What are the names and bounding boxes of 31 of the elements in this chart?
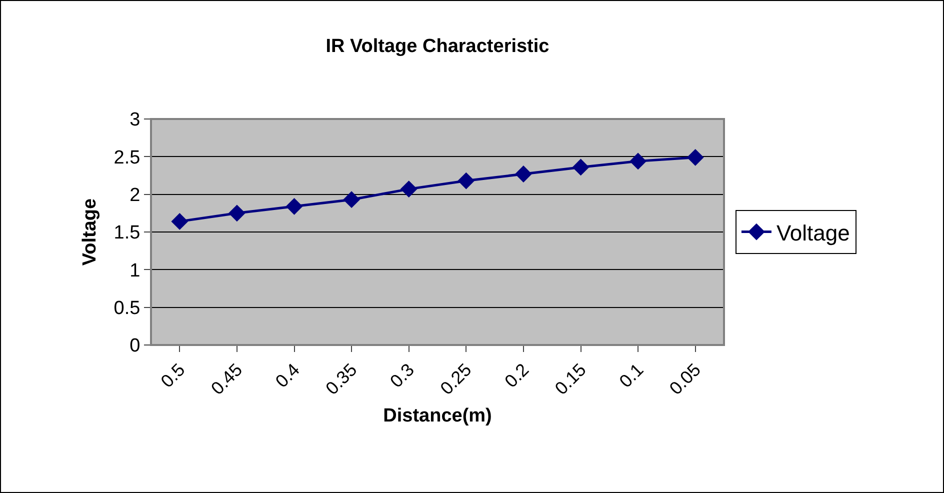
y-tick-label: 1: [130, 260, 140, 282]
x-tick-label: 0.3: [386, 360, 418, 392]
y-tick-label: 2.5: [114, 147, 140, 168]
y-tick-label: 0: [130, 336, 140, 357]
x-tick-label: 0.4: [272, 360, 304, 392]
chart-title: IR Voltage Characteristic: [326, 36, 550, 58]
point: [515, 166, 532, 182]
point: [286, 198, 303, 215]
x-tick-label: 0.15: [551, 360, 590, 399]
legend-label: Voltage: [776, 220, 850, 246]
x-tick-label: 0.1: [615, 360, 648, 392]
point: [630, 152, 646, 170]
point: [171, 213, 188, 230]
point: [400, 180, 418, 198]
y-tick-label: 1.5: [114, 222, 140, 244]
point: [686, 148, 704, 166]
point: [572, 158, 590, 176]
x-tick-label: 0.2: [500, 360, 533, 392]
y-tick-label: 2: [130, 184, 140, 206]
y-tick-label: 0.5: [114, 298, 140, 319]
x-tick-label: 0.35: [322, 360, 361, 399]
x-axis-title: Distance(m): [383, 405, 492, 426]
y-axis-title: Voltage: [80, 198, 101, 266]
point: [343, 191, 360, 208]
x-tick-label: 0.5: [157, 360, 189, 392]
y-tick-label: 3: [130, 110, 140, 131]
x-tick-label: 0.45: [207, 360, 246, 399]
x-tick-label: 0.25: [436, 360, 476, 399]
point: [228, 204, 246, 222]
x-tick-label: 0.05: [666, 360, 705, 399]
point: [458, 172, 475, 190]
